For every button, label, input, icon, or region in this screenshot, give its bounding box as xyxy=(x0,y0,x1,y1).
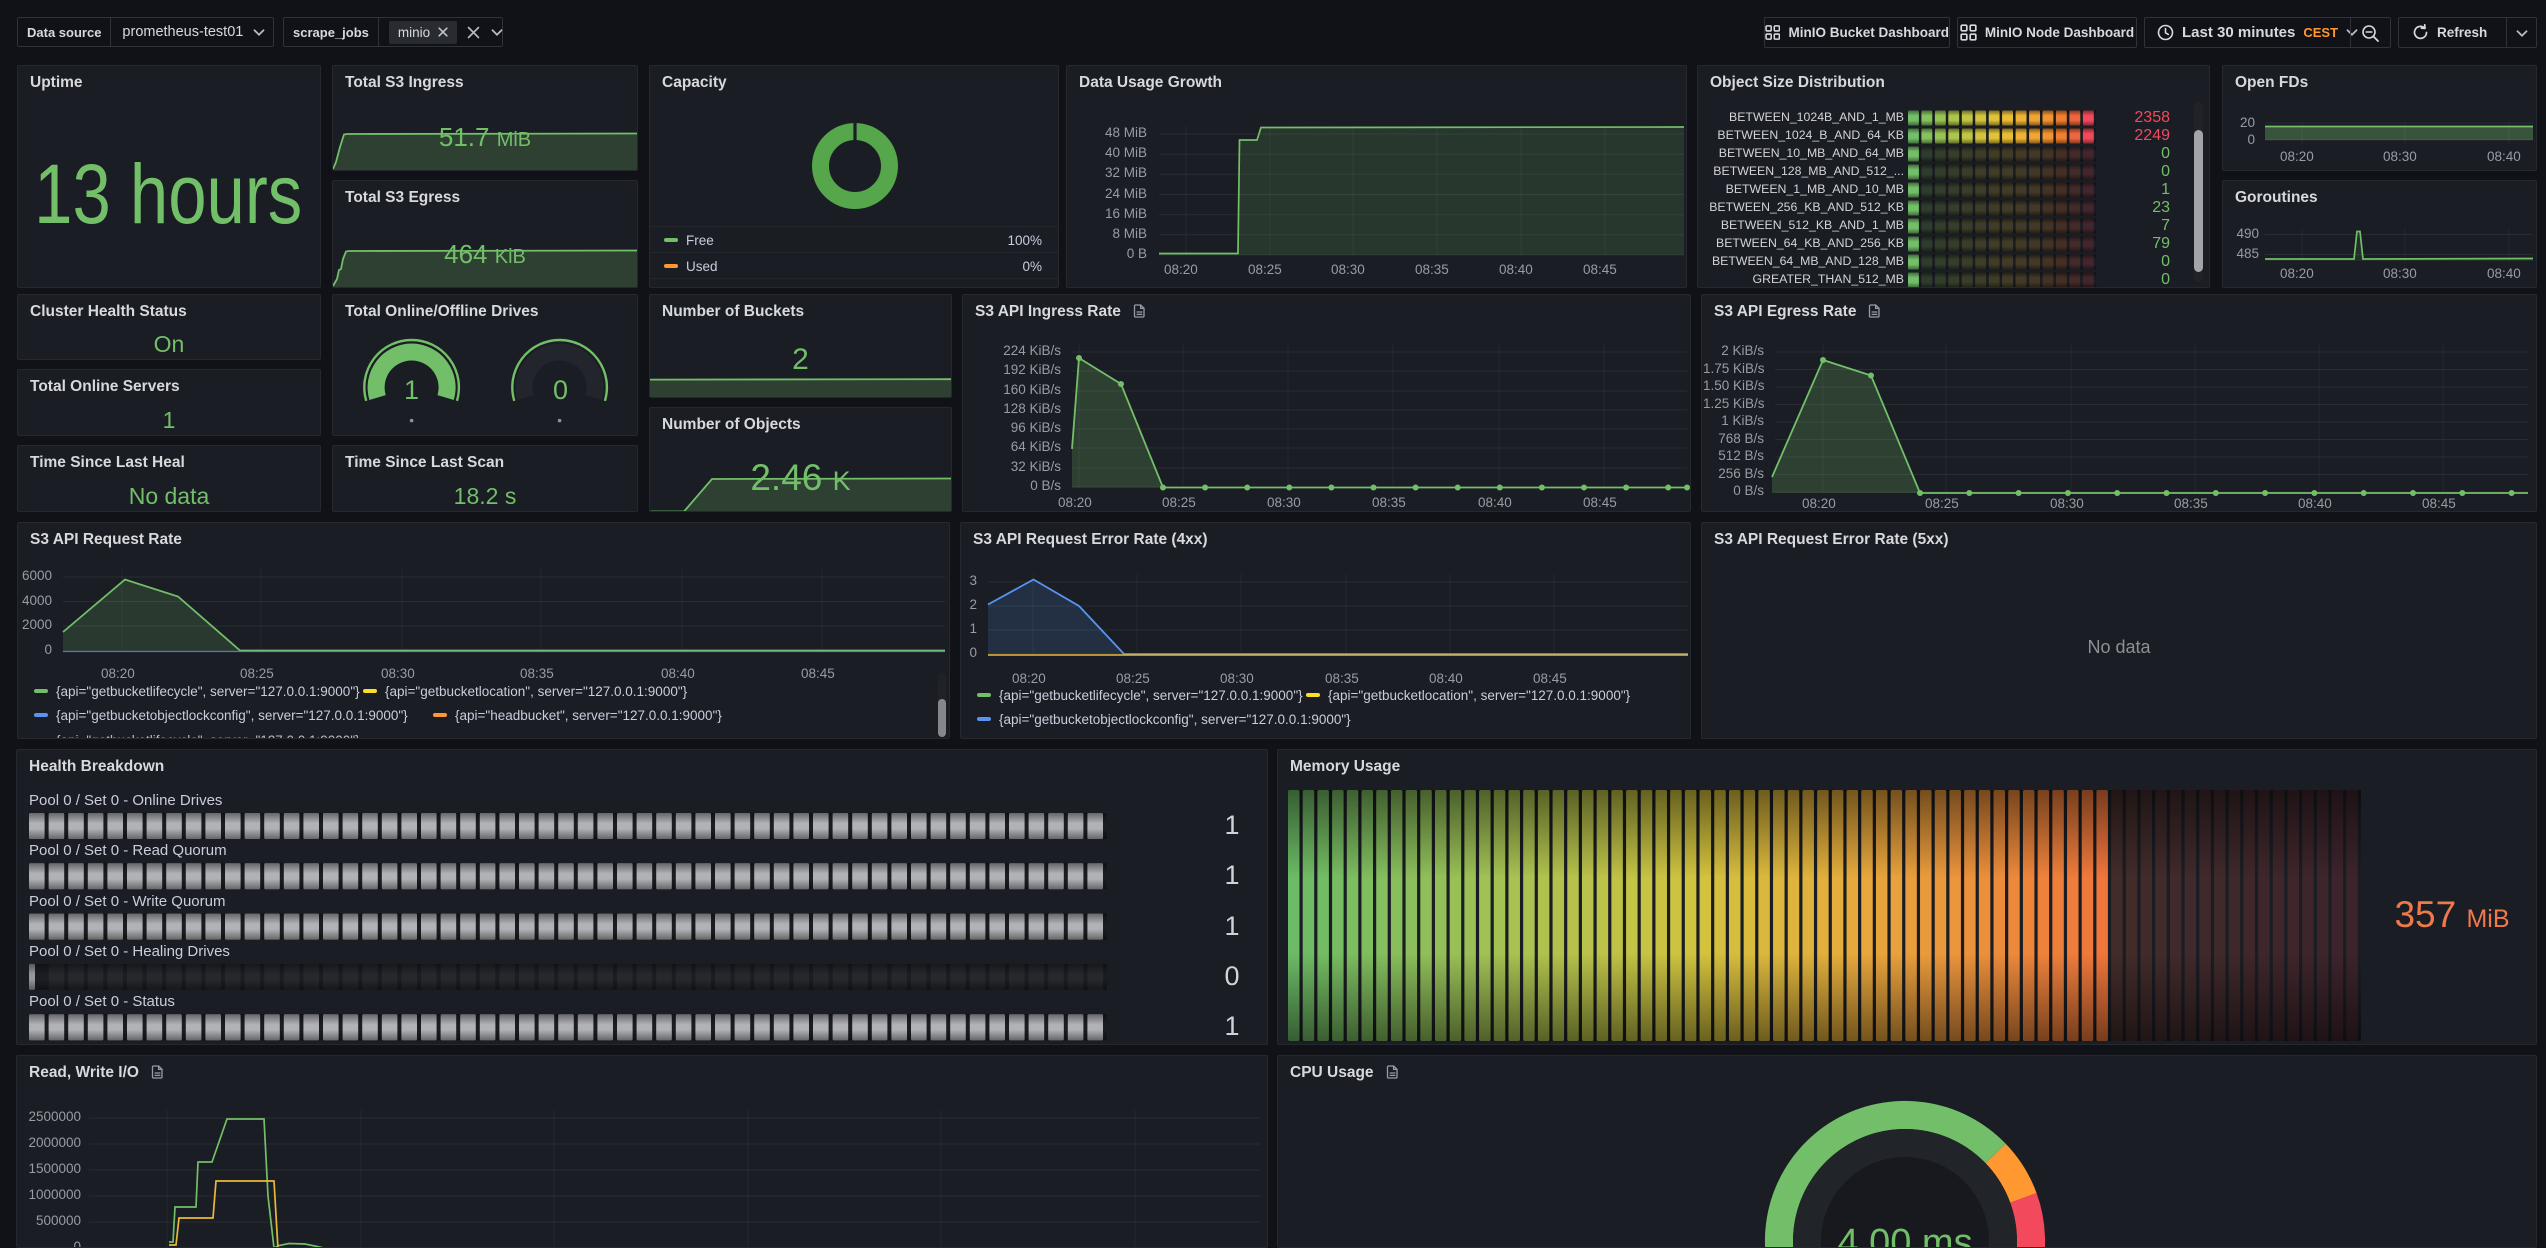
svg-text:4.00 ms: 4.00 ms xyxy=(1837,1222,1972,1247)
